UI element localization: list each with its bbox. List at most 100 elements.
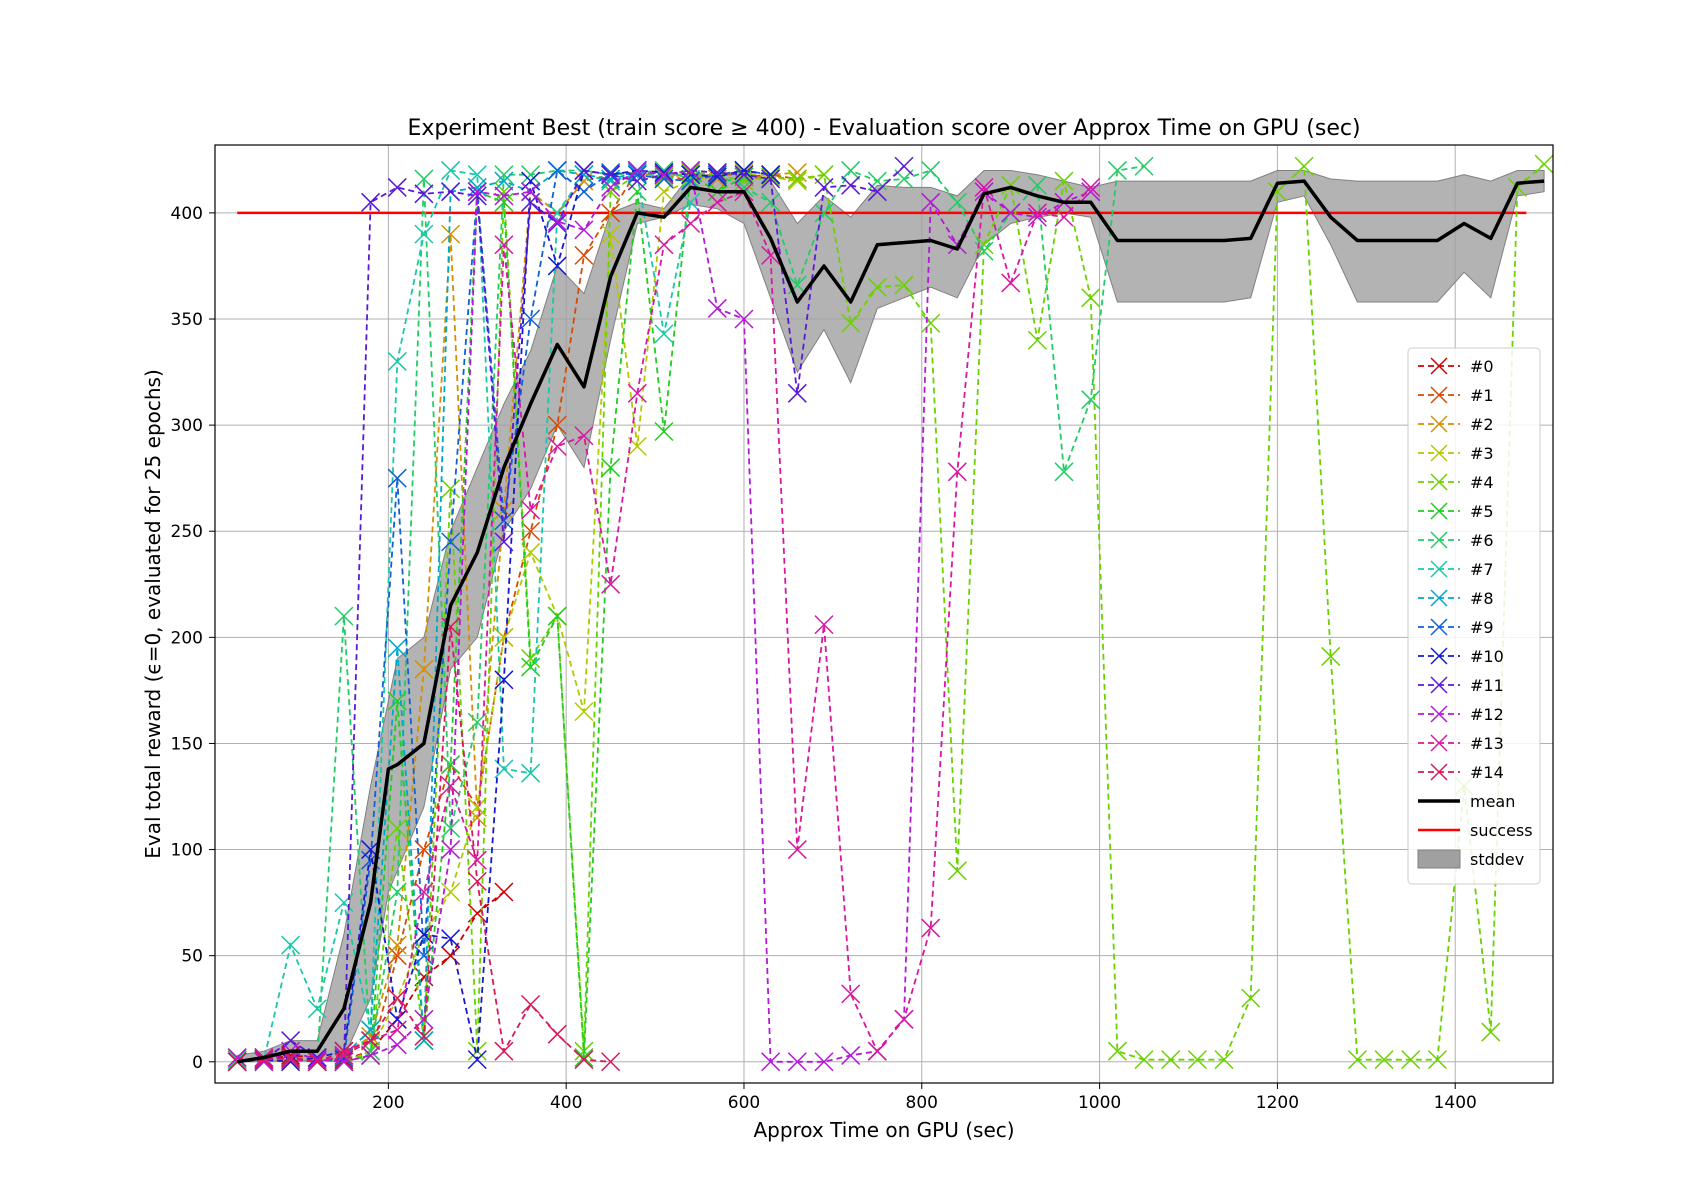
series-point bbox=[1081, 182, 1101, 202]
legend-marker bbox=[1430, 734, 1448, 752]
legend-marker bbox=[1430, 357, 1448, 375]
series-line bbox=[237, 169, 692, 1063]
legend-swatch bbox=[1417, 849, 1461, 869]
series-point bbox=[334, 1041, 354, 1061]
series-point bbox=[307, 999, 327, 1019]
series-point bbox=[441, 755, 461, 775]
grid bbox=[215, 145, 1553, 1083]
series-point bbox=[334, 606, 354, 626]
y-tick-label: 100 bbox=[171, 841, 203, 861]
series-point bbox=[467, 850, 487, 870]
series-point bbox=[547, 1024, 567, 1044]
series-point bbox=[1027, 330, 1047, 350]
legend-marker bbox=[1430, 676, 1448, 694]
series-point bbox=[814, 615, 834, 635]
legend-label: stddev bbox=[1470, 850, 1524, 869]
series-point bbox=[387, 1035, 407, 1055]
series-point bbox=[1027, 175, 1047, 195]
series-point bbox=[654, 160, 674, 180]
series-point bbox=[761, 167, 781, 187]
legend-label: #4 bbox=[1470, 473, 1494, 492]
legend-label: #10 bbox=[1470, 647, 1504, 666]
legend-marker bbox=[1430, 589, 1448, 607]
series-point bbox=[841, 160, 861, 180]
series-point bbox=[387, 177, 407, 197]
series-point bbox=[1054, 462, 1074, 482]
series-point bbox=[734, 160, 754, 180]
series-point bbox=[521, 763, 541, 783]
series-point bbox=[787, 840, 807, 860]
series-point bbox=[387, 882, 407, 902]
series-point bbox=[547, 160, 567, 180]
series-point bbox=[1134, 156, 1154, 176]
series-point bbox=[494, 192, 514, 212]
x-axis-label: Approx Time on GPU (sec) bbox=[753, 1118, 1014, 1142]
series-point bbox=[521, 500, 541, 520]
series-point bbox=[654, 165, 674, 185]
series-point bbox=[574, 1047, 594, 1068]
series-point bbox=[387, 935, 407, 955]
series-point bbox=[521, 521, 541, 541]
series-point bbox=[574, 182, 594, 202]
series-point bbox=[654, 421, 674, 442]
series-point bbox=[521, 542, 541, 562]
series-point bbox=[361, 1045, 381, 1065]
series-point bbox=[894, 275, 914, 295]
x-tick-label: 600 bbox=[728, 1093, 760, 1113]
series-point bbox=[681, 160, 701, 180]
legend-marker bbox=[1430, 705, 1448, 723]
legend-entry: #8 bbox=[1418, 589, 1494, 608]
series-point bbox=[494, 532, 514, 552]
legend-entry: #12 bbox=[1418, 705, 1504, 724]
series-point bbox=[467, 797, 487, 817]
series-point bbox=[787, 169, 807, 189]
series-point bbox=[547, 436, 567, 456]
series-point bbox=[867, 1041, 887, 1061]
series-point bbox=[494, 511, 514, 531]
series-point bbox=[787, 383, 807, 403]
legend-marker bbox=[1430, 763, 1448, 781]
series-point bbox=[1401, 1050, 1421, 1070]
series-point bbox=[547, 415, 567, 435]
series-point bbox=[787, 171, 807, 191]
series-point bbox=[547, 213, 567, 234]
legend-marker bbox=[1430, 444, 1448, 462]
series-point bbox=[467, 186, 487, 206]
series-point bbox=[361, 1020, 381, 1040]
series-point bbox=[627, 163, 647, 183]
series-point bbox=[947, 462, 967, 482]
series-point bbox=[414, 1026, 434, 1046]
series-point bbox=[627, 171, 647, 191]
series-point bbox=[734, 309, 754, 329]
legend-marker bbox=[1430, 647, 1448, 665]
x-tick-label: 1000 bbox=[1078, 1093, 1121, 1113]
series-point bbox=[627, 182, 647, 202]
series-point bbox=[761, 165, 781, 185]
legend-entry: #14 bbox=[1418, 763, 1504, 782]
legend-label: #8 bbox=[1470, 589, 1494, 608]
legend-entry: #0 bbox=[1418, 357, 1494, 376]
series-point bbox=[441, 182, 461, 202]
legend-label: mean bbox=[1470, 792, 1515, 811]
series-point bbox=[494, 182, 514, 202]
legend-label: #9 bbox=[1470, 618, 1494, 637]
series-point bbox=[441, 929, 461, 949]
series-point bbox=[921, 313, 941, 333]
x-tick-label: 800 bbox=[906, 1093, 938, 1113]
legend-marker bbox=[1430, 560, 1448, 578]
series-point bbox=[654, 163, 674, 183]
series-point bbox=[441, 532, 461, 552]
series-point bbox=[1054, 207, 1074, 227]
x-tick-label: 1200 bbox=[1256, 1093, 1299, 1113]
series-point bbox=[1081, 177, 1101, 197]
legend-entry: #6 bbox=[1418, 531, 1494, 550]
series-point bbox=[601, 1052, 621, 1072]
series-point bbox=[921, 160, 941, 180]
series-point bbox=[601, 224, 621, 244]
y-tick-label: 400 bbox=[171, 204, 203, 224]
series-point bbox=[1214, 1050, 1234, 1070]
series-point bbox=[1347, 1050, 1367, 1070]
y-tick-label: 250 bbox=[171, 522, 203, 542]
legend-entry: #10 bbox=[1418, 647, 1504, 666]
